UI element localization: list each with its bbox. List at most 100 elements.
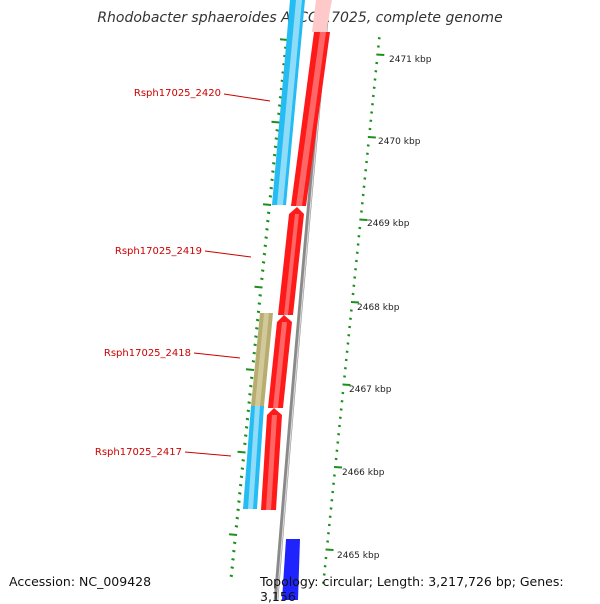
outer-tick-minor: [345, 350, 349, 353]
outer-tick-minor: [370, 111, 374, 114]
ruler-tick-label: 2468 kbp: [357, 303, 400, 313]
outer-tick-minor: [375, 61, 379, 65]
outer-tick-major: [367, 136, 376, 139]
outer-tick-minor: [348, 325, 352, 329]
inner-tick-minor: [232, 541, 237, 545]
ruler-tick-label: 2465 kbp: [337, 551, 380, 561]
inner-tick-minor: [244, 425, 249, 429]
inner-tick-minor: [257, 302, 262, 305]
inner-tick-minor: [272, 153, 277, 157]
outer-tick-minor: [338, 424, 341, 428]
gene-leader-line: [204, 250, 252, 258]
inner-tick-minor: [266, 211, 271, 215]
outer-tick-minor: [358, 226, 362, 230]
outer-tick-minor: [337, 433, 341, 436]
outer-tick-minor: [327, 532, 330, 535]
outer-tick-minor: [328, 515, 332, 518]
inner-tick-minor: [260, 277, 264, 281]
inner-tick-ring: [228, 38, 289, 578]
outer-tick-minor: [343, 375, 347, 378]
gene-arrow-rsph17025-2417-shade: [266, 415, 277, 510]
gene-label[interactable]: Rsph17025_2417: [95, 447, 182, 458]
ruler-tick-label: 2466 kbp: [342, 468, 385, 478]
outer-tick-minor: [361, 193, 365, 197]
outer-tick-major: [342, 383, 351, 386]
inner-tick-minor: [261, 260, 266, 264]
inner-tick-minor: [254, 335, 258, 338]
inner-tick-minor: [260, 269, 265, 272]
inner-tick-minor: [262, 252, 267, 256]
outer-tick-minor: [346, 342, 350, 345]
outer-tick-minor: [374, 70, 378, 73]
outer-tick-minor: [331, 490, 335, 494]
outer-tick-minor: [351, 292, 355, 296]
accession-text: Accession: NC_009428: [9, 574, 152, 589]
inner-tick-minor: [268, 194, 273, 198]
outer-tick-minor: [371, 103, 374, 106]
outer-tick-minor: [324, 556, 328, 560]
inner-tick-minor: [253, 343, 257, 347]
inner-tick-minor: [273, 145, 278, 149]
outer-tick-minor: [341, 391, 345, 395]
outer-tick-minor: [352, 284, 356, 287]
gene-leader-line: [223, 93, 271, 102]
inner-tick-minor: [231, 557, 235, 561]
inner-tick-minor: [255, 318, 260, 322]
blast-hit-bottom-shade: [248, 406, 260, 509]
outer-tick-minor: [354, 268, 358, 271]
gene-leader-line: [193, 352, 241, 359]
gene-label[interactable]: Rsph17025_2418: [104, 348, 191, 359]
ruler-labels: 2471 kbp 2470 kbp 2469 kbp 2468 kbp 2467…: [337, 55, 432, 561]
gene-arrow-rsph17025-2418-shade: [273, 322, 287, 408]
gene-label[interactable]: Rsph17025_2420: [134, 88, 221, 99]
outer-tick-minor: [322, 573, 326, 576]
outer-tick-minor: [326, 540, 330, 543]
outer-tick-minor: [323, 565, 327, 568]
inner-tick-minor: [249, 376, 254, 380]
inner-tick-minor: [239, 475, 244, 479]
gene-arrow-rsph17025-2419-shade: [284, 214, 299, 315]
outer-tick-minor: [372, 86, 376, 89]
inner-tick-minor: [275, 128, 279, 132]
outer-tick-minor: [365, 152, 369, 155]
inner-tick-major: [228, 533, 238, 536]
inner-tick-minor: [272, 161, 276, 165]
outer-tick-major: [325, 548, 334, 551]
inner-tick-minor: [243, 442, 247, 446]
gene-labels: Rsph17025_2420 Rsph17025_2419 Rsph17025_…: [95, 88, 271, 458]
inner-tick-minor: [256, 310, 261, 314]
gene-arrow-pink[interactable]: [312, 0, 332, 32]
outer-tick-minor: [369, 119, 373, 122]
inner-tick-minor: [251, 359, 256, 363]
ruler-tick-label: 2470 kbp: [378, 137, 421, 147]
outer-tick-minor: [327, 523, 331, 527]
outer-tick-minor: [360, 210, 363, 213]
inner-tick-major: [262, 203, 272, 206]
outer-tick-minor: [332, 474, 336, 477]
gene-arrow-rsph17025-2420-shade: [296, 32, 326, 206]
outer-tick-minor: [339, 408, 343, 411]
inner-tick-major: [237, 450, 246, 454]
outer-tick-minor: [336, 441, 340, 444]
blast-hit-top-shade: [277, 0, 302, 205]
outer-tick-minor: [357, 235, 361, 238]
gene-label[interactable]: Rsph17025_2419: [115, 246, 202, 257]
inner-tick-minor: [270, 178, 274, 182]
inner-tick-minor: [255, 326, 259, 330]
inner-tick-minor: [277, 112, 281, 116]
gene-arrow-neighbor-blue[interactable]: [282, 539, 300, 600]
outer-tick-minor: [355, 251, 359, 254]
inner-tick-minor: [258, 293, 262, 297]
outer-tick-minor: [334, 457, 338, 461]
outer-tick-minor: [347, 334, 351, 337]
outer-tick-minor: [338, 416, 342, 419]
outer-tick-minor: [360, 202, 364, 205]
inner-tick-major: [254, 285, 263, 289]
outer-tick-major: [376, 53, 385, 56]
outer-tick-major: [359, 218, 368, 221]
inner-tick-minor: [232, 549, 236, 553]
inner-tick-minor: [238, 483, 243, 487]
inner-tick-minor: [241, 458, 245, 462]
cds-track: [261, 0, 332, 600]
inner-tick-minor: [235, 516, 240, 520]
